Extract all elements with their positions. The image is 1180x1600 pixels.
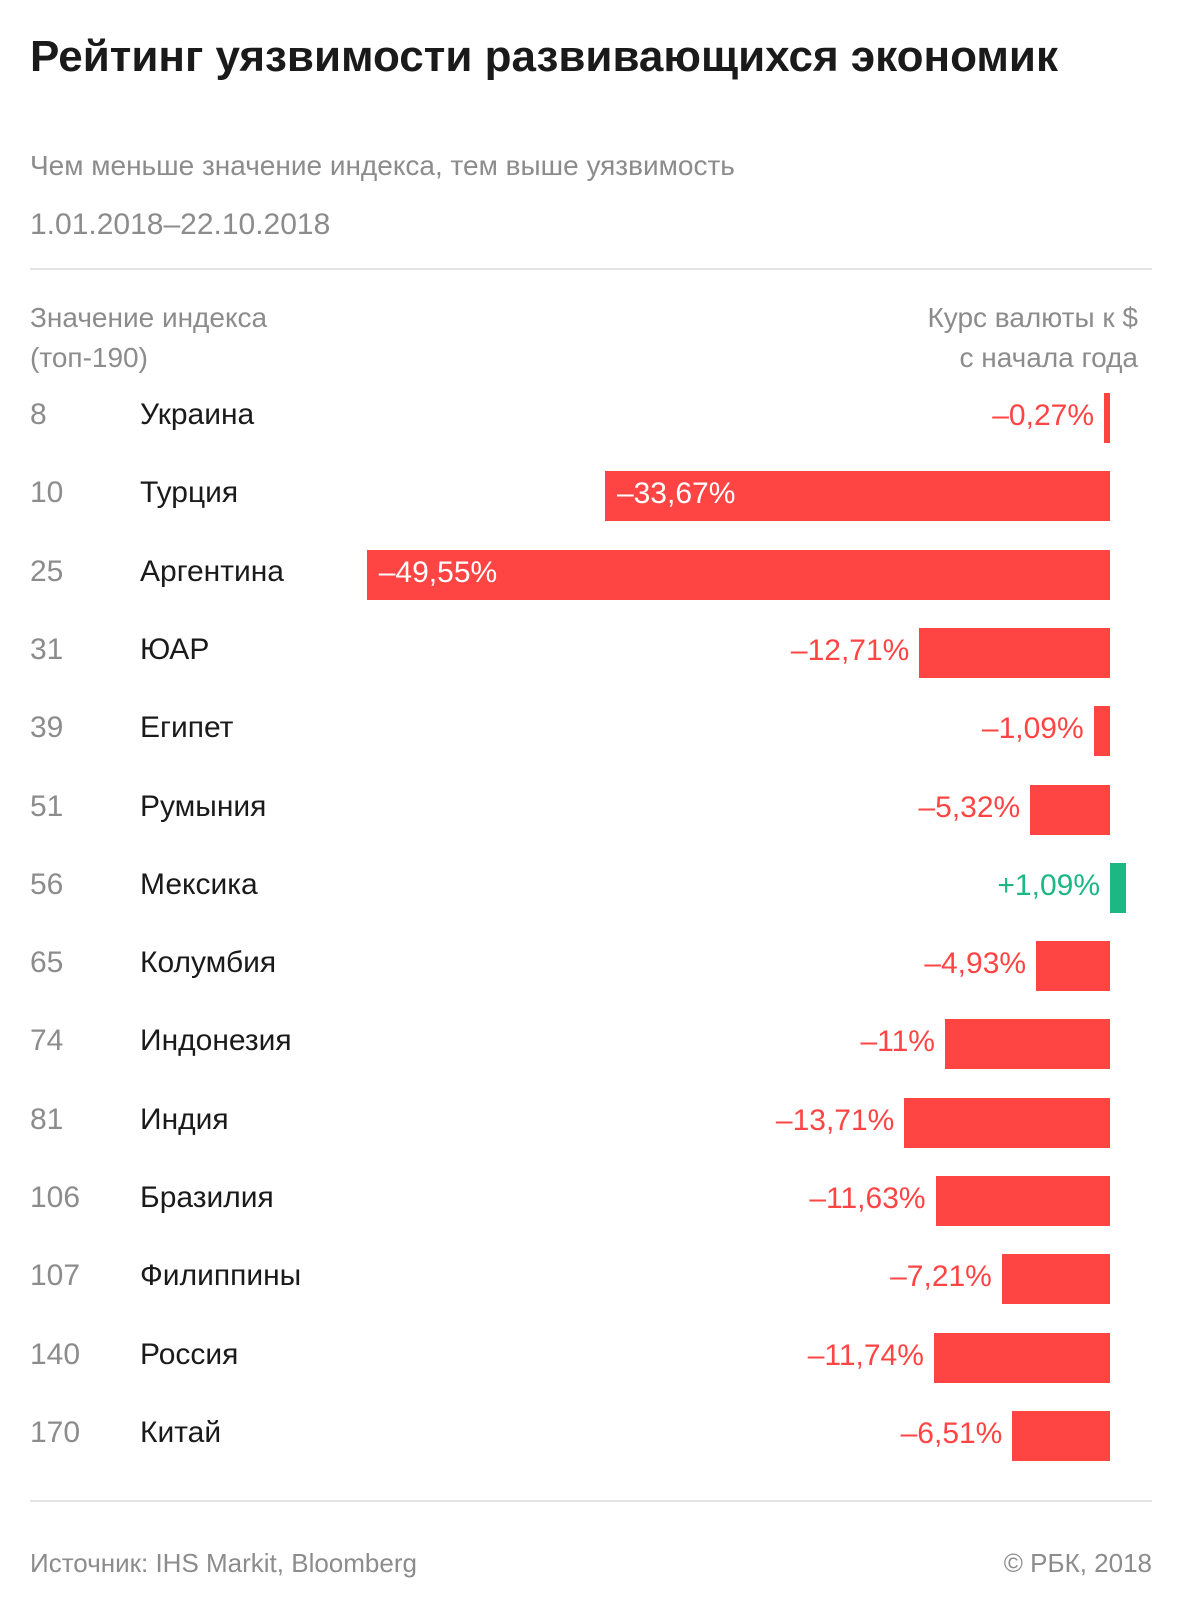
value-label: –11,63% xyxy=(809,1182,926,1215)
bar xyxy=(604,471,1110,522)
chart-title: Рейтинг уязвимости развивающихся экономи… xyxy=(30,32,1058,81)
country-label: ЮАР xyxy=(140,632,210,666)
country-label: Румыния xyxy=(140,789,267,823)
country-label: Бразилия xyxy=(140,1181,274,1214)
currency-column-header-line2: с начала года xyxy=(959,342,1138,373)
bar xyxy=(904,1097,1110,1148)
value-label: +1,09% xyxy=(997,868,1100,902)
copyright: © РБК, 2018 xyxy=(1003,1548,1152,1578)
rank-value: 170 xyxy=(30,1415,81,1449)
country-label: Китай xyxy=(140,1415,222,1449)
rank-value: 31 xyxy=(30,632,64,666)
bar xyxy=(366,549,1110,600)
value-label: –12,71% xyxy=(790,633,910,667)
value-label: –0,27% xyxy=(992,399,1094,432)
footer-divider xyxy=(30,1500,1152,1502)
country-label: Турция xyxy=(140,476,239,510)
header-divider xyxy=(30,268,1152,270)
value-label: –13,71% xyxy=(775,1103,895,1137)
index-column-header-line2: (топ-190) xyxy=(30,342,148,373)
bar xyxy=(935,1176,1110,1226)
bar xyxy=(1012,1410,1110,1461)
value-label: –4,93% xyxy=(924,947,1027,981)
currency-column-header: Курс валюты к $ с начала года xyxy=(927,298,1138,378)
rank-value: 140 xyxy=(30,1337,81,1371)
bar xyxy=(945,1019,1110,1070)
rank-value: 74 xyxy=(30,1024,64,1058)
value-label: –5,32% xyxy=(918,790,1021,824)
rank-value: 106 xyxy=(30,1181,81,1214)
country-label: Филиппины xyxy=(140,1259,302,1293)
value-label: –6,51% xyxy=(900,1416,1003,1450)
rank-value: 25 xyxy=(30,554,64,588)
rank-value: 10 xyxy=(30,476,64,510)
bar xyxy=(1036,941,1110,992)
bar xyxy=(1030,784,1110,835)
rank-value: 56 xyxy=(30,867,64,901)
date-range: 1.01.2018–22.10.2018 xyxy=(30,208,331,241)
value-label: –7,21% xyxy=(890,1260,992,1294)
bar xyxy=(1093,706,1110,757)
value-label: –11,74% xyxy=(807,1338,924,1372)
rank-value: 81 xyxy=(30,1102,64,1136)
country-label: Индия xyxy=(140,1102,229,1136)
value-label: –33,67% xyxy=(616,477,736,511)
country-label: Россия xyxy=(140,1337,239,1371)
source-note: Источник: IHS Markit, Bloomberg xyxy=(30,1548,417,1578)
bar xyxy=(1104,393,1110,443)
country-label: Египет xyxy=(140,711,234,745)
country-label: Мексика xyxy=(140,867,258,901)
value-label: –1,09% xyxy=(981,712,1084,746)
value-label: –49,55% xyxy=(378,555,498,589)
country-label: Индонезия xyxy=(140,1024,292,1058)
country-label: Аргентина xyxy=(140,554,284,588)
bar xyxy=(1001,1254,1110,1305)
country-label: Колумбия xyxy=(140,946,277,980)
bar xyxy=(933,1332,1110,1383)
chart-subtitle: Чем меньше значение индекса, тем выше уя… xyxy=(30,150,735,181)
rank-value: 51 xyxy=(30,789,64,823)
index-column-header-line1: Значение индекса xyxy=(30,302,268,333)
country-label: Украина xyxy=(140,398,255,431)
rank-value: 8 xyxy=(30,398,47,431)
value-label: –11% xyxy=(860,1025,935,1059)
bar xyxy=(1110,862,1127,913)
currency-column-header-line1: Курс валюты к $ xyxy=(927,302,1138,333)
rank-value: 39 xyxy=(30,711,64,745)
bar xyxy=(919,627,1110,678)
rank-value: 107 xyxy=(30,1259,81,1293)
rank-value: 65 xyxy=(30,946,64,980)
index-column-header: Значение индекса (топ-190) xyxy=(30,298,267,378)
